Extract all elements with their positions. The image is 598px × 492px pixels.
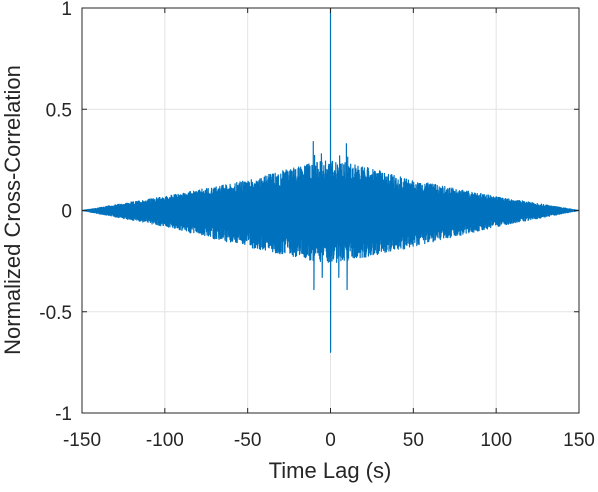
- x-tick-label: 100: [480, 430, 512, 451]
- x-tick-label: -50: [234, 430, 261, 451]
- y-tick-label: 1: [61, 0, 72, 20]
- y-tick-label: -0.5: [39, 303, 72, 324]
- x-tick-label: -150: [63, 430, 101, 451]
- y-tick-label: 0: [61, 202, 72, 223]
- y-tick-label: -1: [55, 404, 72, 425]
- y-tick-label: 0.5: [46, 100, 72, 121]
- ticks: -150 -100 -50 0 50 100 150 -1 -0.5 0 0.5 1: [39, 0, 595, 451]
- x-tick-label: 150: [563, 430, 595, 451]
- x-tick-label: -100: [146, 430, 184, 451]
- x-tick-label: 0: [325, 430, 336, 451]
- y-axis-label: Normalized Cross-Correlation: [0, 65, 25, 355]
- x-tick-label: 50: [403, 430, 424, 451]
- x-axis-label: Time Lag (s): [269, 458, 392, 483]
